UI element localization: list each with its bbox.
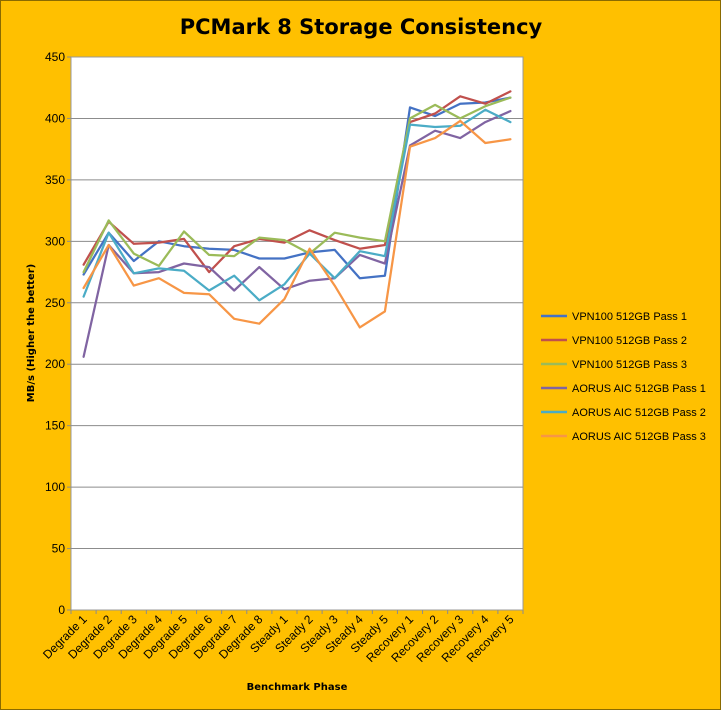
legend-label: VPN100 512GB Pass 1 <box>572 311 687 323</box>
series-line-5 <box>82 108 512 302</box>
y-tick-label: 50 <box>52 542 66 556</box>
series-line-6 <box>82 119 512 329</box>
legend-item: AORUS AIC 512GB Pass 1 <box>541 383 706 395</box>
y-tick-label: 450 <box>45 50 65 64</box>
x-axis-label: Benchmark Phase <box>247 682 348 693</box>
series-line-1 <box>82 96 512 280</box>
legend-item: VPN100 512GB Pass 2 <box>541 335 687 347</box>
gridlines <box>71 117 523 550</box>
legend-label: VPN100 512GB Pass 2 <box>572 335 687 347</box>
legend-item: AORUS AIC 512GB Pass 2 <box>541 407 706 419</box>
y-tick-label: 300 <box>45 234 65 248</box>
y-tick-label: 350 <box>45 173 65 187</box>
y-tick-label: 400 <box>45 111 65 125</box>
y-axis-label: MB/s (Higher the better) <box>26 264 37 402</box>
legend-label: AORUS AIC 512GB Pass 1 <box>572 383 706 395</box>
y-tick-label: 100 <box>45 480 65 494</box>
series-line-3 <box>82 96 512 274</box>
legend-label: AORUS AIC 512GB Pass 3 <box>572 431 706 443</box>
legend: VPN100 512GB Pass 1 VPN100 512GB Pass 2 VP… <box>541 311 706 443</box>
series-line-2 <box>82 90 512 274</box>
legend-label: AORUS AIC 512GB Pass 2 <box>572 407 706 419</box>
legend-item: AORUS AIC 512GB Pass 3 <box>541 431 706 443</box>
chart-title: PCMark 8 Storage Consistency <box>180 15 543 39</box>
y-tick-label: 200 <box>45 357 65 371</box>
y-tick-label: 150 <box>45 419 65 433</box>
series-line-4 <box>82 109 512 358</box>
plot-area <box>70 56 524 611</box>
legend-item: VPN100 512GB Pass 1 <box>541 311 687 323</box>
y-axis-ticks: 0 50 100 150 200 250 300 350 400 450 <box>45 50 71 617</box>
legend-label: VPN100 512GB Pass 3 <box>572 359 687 371</box>
y-tick-label: 250 <box>45 296 65 310</box>
legend-item: VPN100 512GB Pass 3 <box>541 359 687 371</box>
y-tick-label: 0 <box>58 603 65 617</box>
series-lines <box>82 90 512 358</box>
